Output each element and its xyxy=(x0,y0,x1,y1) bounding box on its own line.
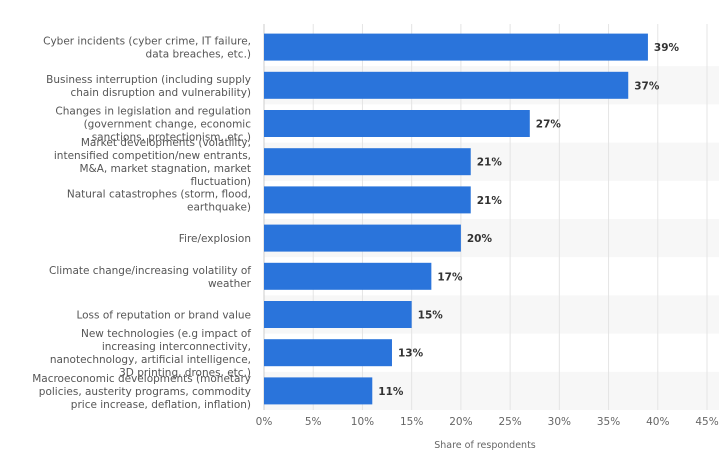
category-label-line: New technologies (e.g impact of xyxy=(81,328,251,340)
value-label: 20% xyxy=(467,233,493,245)
value-label: 11% xyxy=(378,386,404,398)
bar xyxy=(264,262,432,290)
bar xyxy=(264,186,471,214)
category-label-line: Market developments (volatility, xyxy=(81,137,251,149)
category-label-line: M&A, market stagnation, market xyxy=(79,163,251,175)
x-axis-ticks: 0% 5% 10% 15% 20% 25% 30% 35% 40% 45% xyxy=(256,416,719,428)
category-label-line: weather xyxy=(208,278,252,290)
category-label-line: Loss of reputation or brand value xyxy=(76,310,251,322)
value-label: 27% xyxy=(536,119,562,131)
x-tick-label: 45% xyxy=(695,416,718,428)
value-label: 39% xyxy=(654,42,680,54)
x-axis-title: Share of respondents xyxy=(434,440,536,451)
category-label: Fire/explosion xyxy=(179,233,251,245)
value-label: 21% xyxy=(477,157,503,169)
x-tick-label: 20% xyxy=(449,416,472,428)
category-label-line: increasing interconnectivity, xyxy=(102,341,251,353)
category-label: Business interruption (including supply c… xyxy=(46,74,251,99)
category-label-line: chain disruption and vulnerability) xyxy=(71,87,252,99)
category-label: Loss of reputation or brand value xyxy=(76,310,251,322)
bar xyxy=(264,224,461,252)
category-label-line: 3D printing, drones, etc.) xyxy=(119,367,251,379)
x-tick-label: 0% xyxy=(256,416,273,428)
category-label-line: Cyber incidents (cyber crime, IT failure… xyxy=(43,36,251,48)
category-labels: Cyber incidents (cyber crime, IT failure… xyxy=(32,36,251,411)
category-label-line: price increase, deflation, inflation) xyxy=(71,399,251,411)
category-label-line: nanotechnology, artificial intelligence, xyxy=(50,354,251,366)
x-tick-label: 15% xyxy=(400,416,423,428)
category-label-line: data breaches, etc.) xyxy=(146,49,251,61)
x-tick-label: 10% xyxy=(351,416,374,428)
category-label: New technologies (e.g impact of increasin… xyxy=(50,328,251,379)
category-label: Market developments (volatility, intensif… xyxy=(54,137,251,188)
value-label: 13% xyxy=(398,348,424,360)
category-label: Cyber incidents (cyber crime, IT failure… xyxy=(43,36,251,61)
category-label-line: Natural catastrophes (storm, flood, xyxy=(67,188,251,200)
category-label-line: intensified competition/new entrants, xyxy=(54,150,251,162)
bar xyxy=(264,148,471,176)
bar xyxy=(264,110,530,137)
category-label-line: fluctuation) xyxy=(191,176,251,188)
bar xyxy=(264,377,373,405)
bar xyxy=(264,33,648,61)
category-label: Changes in legislation and regulation (go… xyxy=(55,106,251,144)
value-label: 15% xyxy=(418,310,444,322)
category-label: Climate change/increasing volatility of w… xyxy=(49,265,252,290)
bars xyxy=(264,33,648,405)
category-label-line: sanctions, protectionism, etc.) xyxy=(92,132,251,144)
x-tick-label: 40% xyxy=(646,416,669,428)
x-tick-label: 35% xyxy=(597,416,620,428)
category-label: Natural catastrophes (storm, flood, earth… xyxy=(67,188,251,213)
value-label: 21% xyxy=(477,195,503,207)
category-label-line: Macroeconomic developments (monetary xyxy=(32,373,251,385)
x-tick-label: 25% xyxy=(498,416,521,428)
bar xyxy=(264,71,629,99)
category-label-line: Changes in legislation and regulation xyxy=(55,106,251,118)
x-tick-label: 5% xyxy=(305,416,322,428)
category-label-line: Business interruption (including supply xyxy=(46,74,251,86)
category-label-line: earthquake) xyxy=(187,201,251,213)
category-label-line: policies, austerity programs, commodity xyxy=(39,386,251,398)
category-label-line: Fire/explosion xyxy=(179,233,251,245)
x-tick-label: 30% xyxy=(548,416,571,428)
bar xyxy=(264,339,392,367)
category-label: Macroeconomic developments (monetary poli… xyxy=(32,373,251,411)
value-labels: 39% 37% 27% 21% 21% 20% 17% 15% 13% 11% xyxy=(378,42,679,398)
bar xyxy=(264,301,412,328)
value-label: 37% xyxy=(634,80,660,92)
category-label-line: Climate change/increasing volatility of xyxy=(49,265,251,277)
category-label-line: (government change, economic xyxy=(84,119,252,131)
value-label: 17% xyxy=(437,271,463,283)
